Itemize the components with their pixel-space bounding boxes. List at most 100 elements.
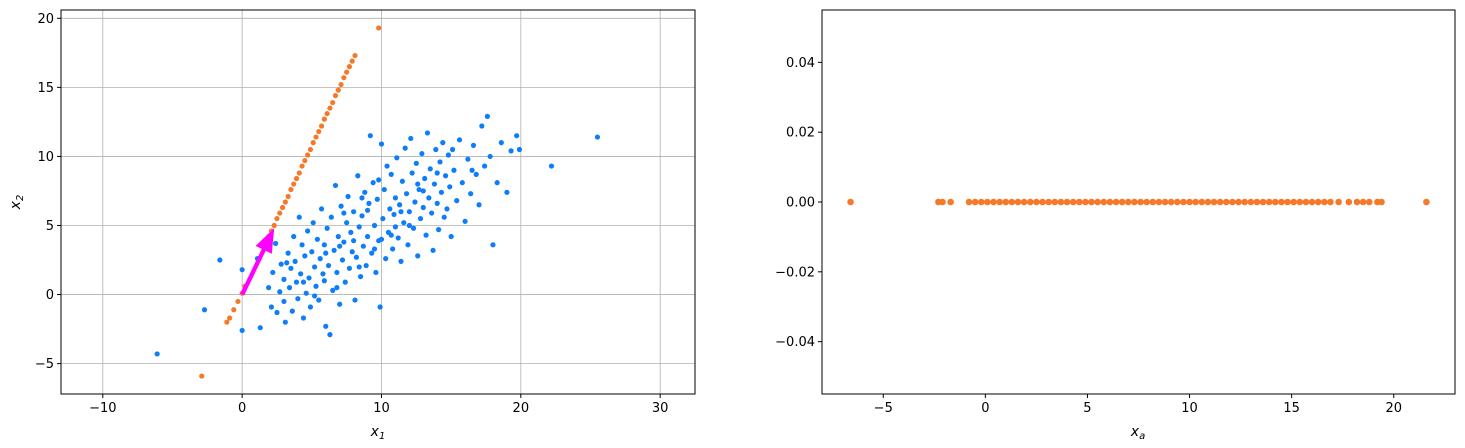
original-point <box>300 279 307 285</box>
projected-point <box>305 152 311 158</box>
projected-point <box>996 198 1003 206</box>
projected-point <box>310 140 316 146</box>
x-tick-label: 20 <box>1385 401 1402 416</box>
original-point <box>388 171 394 177</box>
projected-point <box>1186 198 1193 206</box>
original-point <box>362 189 368 195</box>
y-tick-label: 5 <box>46 219 54 234</box>
original-point <box>323 250 329 256</box>
projected-point <box>344 69 350 75</box>
projected-point <box>1161 198 1169 206</box>
original-point <box>352 297 358 303</box>
original-point <box>341 239 347 245</box>
y-tick-label: −0.02 <box>775 265 815 280</box>
projected-point <box>316 128 322 135</box>
projected-point <box>277 210 283 216</box>
projected-point <box>291 181 297 187</box>
original-point <box>281 276 287 282</box>
original-point <box>286 285 293 291</box>
original-point <box>341 210 347 216</box>
projected-point <box>376 25 382 31</box>
original-point <box>324 225 330 231</box>
original-point <box>353 254 360 260</box>
left-grid <box>61 10 695 394</box>
projected-point <box>1272 198 1279 206</box>
original-point <box>395 235 401 241</box>
projected-point <box>1002 198 1010 206</box>
projected-point <box>1063 198 1071 206</box>
right-ticks: −5 0 5 10 15 20 −0.04 −0.02 0.00 0.02 0.04 <box>775 56 1402 416</box>
projected-point <box>1321 198 1328 206</box>
projected-point <box>990 198 997 206</box>
original-point <box>396 202 403 208</box>
x-tick-label: 30 <box>652 401 669 416</box>
original-point <box>318 206 325 212</box>
projected-point <box>1173 198 1181 206</box>
original-point <box>391 211 397 218</box>
original-point <box>402 145 408 151</box>
projected-point <box>299 163 305 169</box>
y-tick-label: −5 <box>35 357 54 372</box>
projected-point <box>939 198 946 206</box>
left-ticks: −10 0 10 20 30 −5 0 5 10 15 20 <box>35 12 669 416</box>
original-point <box>366 200 372 206</box>
original-point <box>270 269 276 276</box>
original-point <box>327 332 333 338</box>
original-point <box>392 224 399 230</box>
y-tick-label: 20 <box>37 12 54 27</box>
x-tick-label: 0 <box>238 401 246 416</box>
original-point <box>325 262 332 269</box>
projected-point <box>282 199 288 205</box>
original-point <box>416 186 422 193</box>
projected-point <box>324 110 330 117</box>
projected-point <box>296 170 302 176</box>
original-point <box>427 166 433 172</box>
original-point <box>494 180 500 186</box>
original-point <box>371 246 378 252</box>
projected-point <box>288 186 294 193</box>
original-point <box>355 173 361 179</box>
projected-point <box>1198 198 1206 206</box>
original-point <box>310 220 316 226</box>
original-point <box>412 199 418 205</box>
original-point <box>504 189 510 195</box>
original-point <box>417 215 424 222</box>
original-point <box>363 262 369 269</box>
original-point <box>392 195 399 201</box>
left-plot-area <box>61 10 695 394</box>
projected-point <box>1353 198 1361 206</box>
original-point <box>371 222 378 229</box>
projected-point <box>1278 198 1285 206</box>
original-point <box>387 206 393 212</box>
original-point <box>419 151 425 157</box>
x-tick-label: 0 <box>981 401 989 416</box>
left-marks <box>154 25 601 379</box>
projected-point <box>1296 198 1304 206</box>
original-point <box>342 279 348 285</box>
projected-point <box>279 204 286 211</box>
projected-point <box>1365 198 1373 206</box>
original-point <box>378 236 385 242</box>
projected-point <box>1229 198 1236 206</box>
projected-point <box>224 319 230 325</box>
original-point <box>346 265 353 271</box>
original-point <box>431 181 438 187</box>
original-point <box>370 180 376 186</box>
projected-point <box>1106 198 1114 206</box>
original-point <box>306 275 312 281</box>
original-point <box>434 200 440 206</box>
projected-point <box>271 222 277 229</box>
original-point <box>291 233 297 240</box>
original-point <box>364 207 371 213</box>
original-point <box>484 113 490 119</box>
original-point <box>328 214 334 220</box>
y-tick-label: 0.04 <box>786 56 815 71</box>
projected-point <box>227 315 233 321</box>
projected-point <box>1265 198 1273 206</box>
original-point <box>415 181 421 187</box>
original-point <box>508 148 514 154</box>
original-point <box>289 308 295 314</box>
original-point <box>299 242 305 248</box>
projected-point <box>1378 198 1385 206</box>
original-point <box>440 140 446 146</box>
